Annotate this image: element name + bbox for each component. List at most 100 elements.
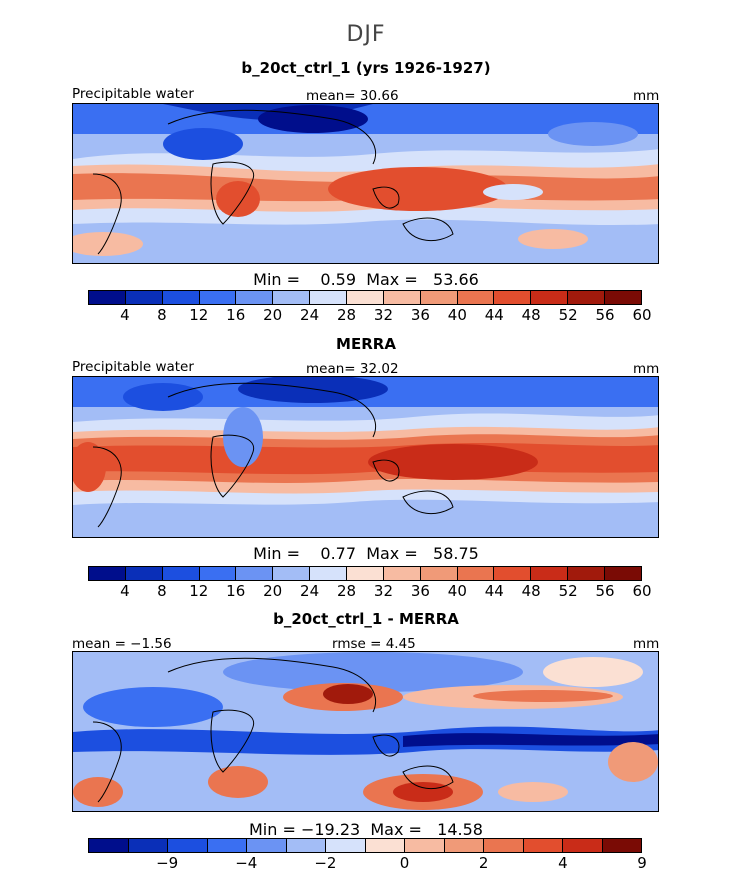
colorbar-swatch [444, 839, 484, 852]
colorbar-swatch [494, 567, 532, 580]
colorbar-tick-label: 12 [189, 582, 209, 600]
colorbar-tick-label: 4 [558, 854, 568, 872]
colorbar-swatch [273, 291, 311, 304]
colorbar-swatch [457, 291, 495, 304]
panel3-mean-label: mean = −1.56 [72, 636, 172, 652]
colorbar-tick-label: 16 [226, 582, 246, 600]
panel1-mean-label: mean= 30.66 [306, 88, 399, 104]
panel2-minmax: Min = 0.77 Max = 58.75 [253, 544, 479, 563]
colorbar-tick-label: 48 [521, 582, 541, 600]
colorbar-swatch [568, 567, 606, 580]
colorbar-tick-label: 40 [447, 306, 467, 324]
colorbar-swatch [326, 839, 366, 852]
colorbar-swatch [568, 291, 606, 304]
colorbar-swatch [310, 567, 348, 580]
colorbar-swatch [199, 567, 237, 580]
colorbar-swatch [605, 291, 641, 304]
colorbar-tick-label: 24 [300, 582, 320, 600]
colorbar-swatch [247, 839, 287, 852]
colorbar-tick-label: 32 [373, 582, 393, 600]
colorbar-panel1 [88, 290, 642, 305]
colorbar-swatch [531, 567, 569, 580]
colorbar-swatch [420, 291, 458, 304]
colorbar-tick-label: 36 [410, 582, 430, 600]
colorbar-tick-label: 28 [336, 582, 357, 600]
colorbar-swatch [273, 567, 311, 580]
colorbar-swatch [484, 839, 524, 852]
colorbar-swatch [236, 567, 274, 580]
colorbar-panel1-ticks: 4 8 12 16 20 24 28 32 36 40 44 48 52 56 60 [88, 306, 651, 326]
panel3-minmax: Min = −19.23 Max = 14.58 [249, 820, 483, 839]
colorbar-swatch [365, 839, 405, 852]
colorbar-tick-label: 16 [226, 306, 246, 324]
panel2-variable-label: Precipitable water [72, 359, 194, 375]
colorbar-swatch [457, 567, 495, 580]
panel1-variable-label: Precipitable water [72, 86, 194, 102]
panel3-units-label: mm [633, 636, 660, 652]
colorbar-swatch [125, 291, 163, 304]
colorbar-swatch [89, 567, 126, 580]
colorbar-tick-label: 40 [447, 582, 467, 600]
colorbar-swatch [383, 567, 421, 580]
colorbar-swatch [420, 567, 458, 580]
colorbar-swatch [286, 839, 326, 852]
colorbar-tick-label: −9 [156, 854, 179, 872]
colorbar-panel2-ticks: 4 8 12 16 20 24 28 32 36 40 44 48 52 56 60 [88, 582, 651, 602]
colorbar-tick-label: 36 [410, 306, 430, 324]
colorbar-tick-label: −4 [235, 854, 258, 872]
colorbar-swatch [199, 291, 237, 304]
colorbar-swatch [236, 291, 274, 304]
colorbar-swatch [347, 567, 384, 580]
colorbar-tick-label: 52 [558, 582, 578, 600]
colorbar-swatch [605, 567, 641, 580]
colorbar-swatch [494, 291, 532, 304]
colorbar-tick-label: 60 [632, 582, 652, 600]
colorbar-panel3-ticks: −9 −4 −2 0 2 4 9 [88, 854, 647, 874]
colorbar-tick-label: 4 [120, 582, 130, 600]
colorbar-tick-label: 8 [157, 582, 167, 600]
colorbar-tick-label: 52 [558, 306, 578, 324]
colorbar-swatch [602, 839, 641, 852]
panel1-units-label: mm [633, 88, 660, 104]
colorbar-tick-label: 20 [263, 306, 283, 324]
panel3-map [72, 651, 659, 812]
colorbar-tick-label: 0 [399, 854, 410, 872]
colorbar-swatch [168, 839, 208, 852]
colorbar-tick-label: 9 [637, 854, 647, 872]
colorbar-tick-label: 4 [120, 306, 130, 324]
colorbar-swatch [89, 291, 126, 304]
colorbar-panel3 [88, 838, 642, 853]
colorbar-tick-label: 20 [263, 582, 283, 600]
panel3-title: b_20ct_ctrl_1 - MERRA [273, 610, 459, 628]
panel1-title: b_20ct_ctrl_1 (yrs 1926-1927) [241, 59, 491, 77]
colorbar-tick-label: 28 [336, 306, 357, 324]
colorbar-swatch [125, 567, 163, 580]
colorbar-swatch [310, 291, 348, 304]
colorbar-swatch [128, 839, 168, 852]
colorbar-swatch [162, 567, 200, 580]
colorbar-swatch [162, 291, 200, 304]
colorbar-swatch [405, 839, 445, 852]
colorbar-tick-label: 56 [595, 306, 615, 324]
colorbar-swatch [347, 291, 384, 304]
colorbar-swatch [207, 839, 247, 852]
colorbar-panel2 [88, 566, 642, 581]
panel1-minmax: Min = 0.59 Max = 53.66 [253, 270, 479, 289]
colorbar-tick-label: 24 [300, 306, 320, 324]
colorbar-tick-label: 32 [373, 306, 393, 324]
panel2-map [72, 376, 659, 538]
colorbar-swatch [531, 291, 569, 304]
panel2-title: MERRA [336, 335, 396, 353]
figure-title: DJF [346, 22, 386, 47]
colorbar-tick-label: 60 [632, 306, 652, 324]
colorbar-tick-label: 12 [189, 306, 209, 324]
panel2-units-label: mm [633, 361, 660, 377]
colorbar-swatch [523, 839, 563, 852]
colorbar-tick-label: 56 [595, 582, 615, 600]
colorbar-tick-label: 44 [484, 582, 504, 600]
colorbar-tick-label: 2 [478, 854, 489, 872]
colorbar-tick-label: −2 [314, 854, 337, 872]
colorbar-tick-label: 8 [157, 306, 167, 324]
colorbar-tick-label: 44 [484, 306, 504, 324]
panel2-mean-label: mean= 32.02 [306, 361, 399, 377]
